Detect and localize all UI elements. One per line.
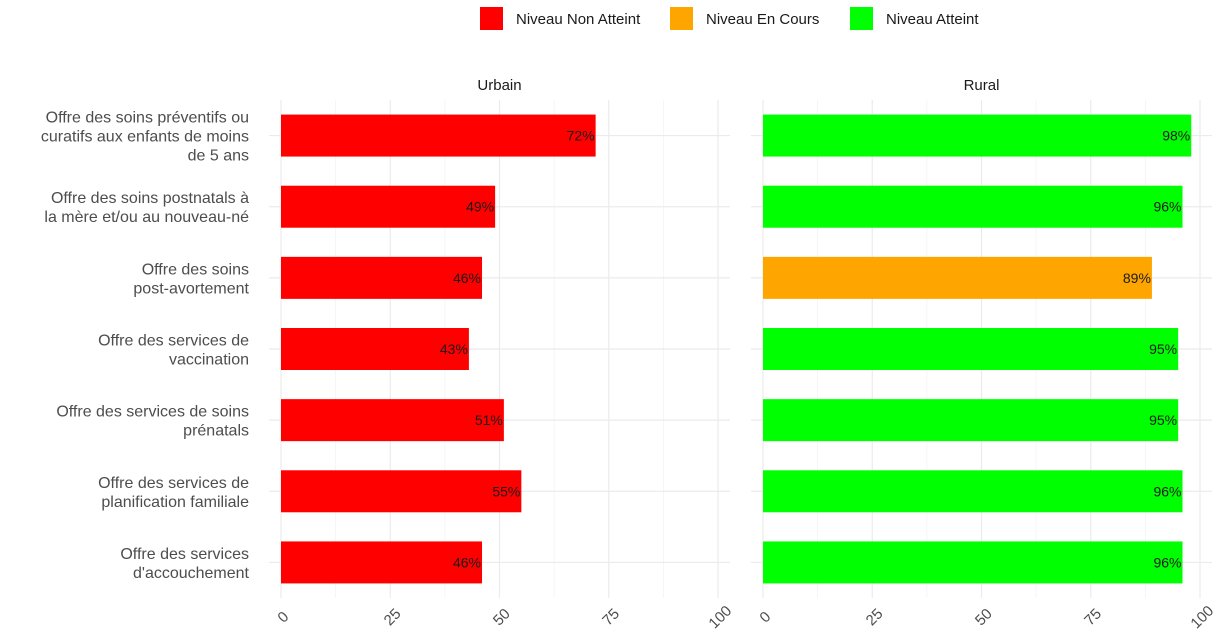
panel-title-urbain: Urbain [477,77,521,94]
bar-label-urbain-4: 43% [440,341,468,357]
bar-label-rural-2: 96% [1153,199,1181,215]
x-tick-label-urbain-0: 0 [274,608,292,626]
bar-urbain-7 [281,541,483,584]
x-tick-label-urbain-50: 50 [490,605,514,629]
bar-label-rural-6: 96% [1153,483,1181,499]
x-tick-label-rural-50: 50 [972,605,996,629]
x-tick-label-rural-100: 100 [1187,602,1216,632]
legend-label-2: Niveau En Cours [706,11,819,28]
bar-rural-1 [763,114,1192,157]
legend-label-1: Niveau Non Atteint [516,11,641,28]
category-label-line: Offre des services de [98,333,249,350]
x-tick-label-rural-75: 75 [1081,605,1105,629]
bar-rural-7 [763,541,1183,584]
bar-label-urbain-6: 55% [492,483,520,499]
category-label-5: Offre des services de soins prénatals [56,404,249,440]
bar-urbain-6 [281,470,522,513]
x-tick-label-urbain-100: 100 [705,602,735,632]
category-label-line: curatifs aux enfants de moins [41,129,249,146]
bar-rural-5 [763,399,1179,442]
category-label-line: Offre des services [120,546,249,563]
category-label-6: Offre des services de planification famil… [98,475,249,511]
bar-label-urbain-1: 72% [567,128,595,144]
panel-title-rural: Rural [964,77,1000,94]
bar-rural-2 [763,185,1183,228]
category-label-line: la mère et/ou au nouveau-né [44,209,249,226]
bar-label-rural-7: 96% [1153,554,1181,570]
bar-urbain-3 [281,256,483,299]
bar-rural-6 [763,470,1183,513]
category-label-line: planification familiale [101,494,249,511]
category-label-line: Offre des services de soins [56,404,249,421]
legend-label-3: Niveau Atteint [886,11,979,28]
bar-urbain-4 [281,328,469,370]
x-tick-label-urbain-75: 75 [599,605,623,629]
category-label-line: de 5 ans [188,148,249,165]
bar-label-rural-3: 89% [1123,270,1151,286]
category-label-line: post-avortement [133,280,249,297]
bar-label-rural-1: 98% [1162,128,1190,144]
category-label-4: Offre des services de vaccination [98,333,249,369]
category-label-line: Offre des soins préventifs ou [46,110,249,127]
category-label-1: Offre des soins préventifs ou curatifs au… [41,110,249,165]
legend-key-3 [850,7,873,30]
category-label-line: Offre des soins [142,261,249,278]
category-label-line: Offre des services de [98,475,249,492]
legend-key-1 [480,7,503,30]
category-label-line: prénatals [183,423,249,440]
bar-label-urbain-2: 49% [466,199,494,215]
bar-rural-4 [763,328,1179,370]
x-tick-label-rural-0: 0 [756,608,774,626]
bar-rural-3 [763,256,1152,299]
bar-label-urbain-7: 46% [453,554,481,570]
x-tick-label-urbain-25: 25 [381,605,405,629]
bar-urbain-2 [281,185,496,228]
category-label-7: Offre des services d'accouchement [120,546,249,582]
bar-label-urbain-5: 51% [475,412,503,428]
bar-urbain-5 [281,399,504,442]
legend-key-2 [670,7,693,30]
bar-label-urbain-3: 46% [453,270,481,286]
bar-label-rural-4: 95% [1149,341,1177,357]
x-tick-label-rural-25: 25 [863,605,887,629]
category-label-3: Offre des soins post-avortement [133,261,249,297]
bar-urbain-1 [281,114,596,157]
category-label-line: d'accouchement [133,565,250,582]
category-label-line: Offre des soins postnatals à [51,190,249,207]
bar-label-rural-5: 95% [1149,412,1177,428]
category-label-2: Offre des soins postnatals à la mère et/o… [44,190,249,226]
category-label-line: vaccination [169,352,249,369]
